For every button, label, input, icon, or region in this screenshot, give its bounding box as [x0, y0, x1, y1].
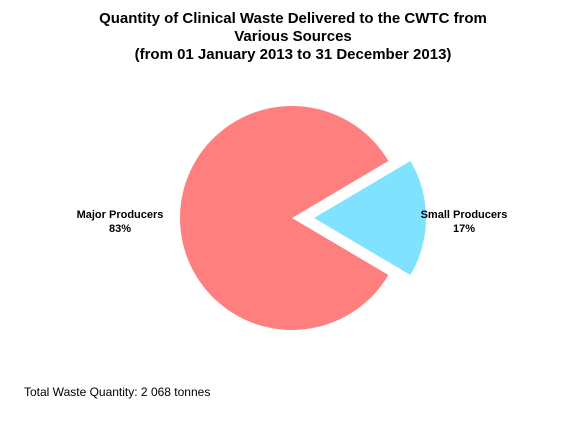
slice-percent-small-producers: 17% — [453, 223, 475, 235]
chart-title: Quantity of Clinical Waste Delivered to … — [0, 10, 586, 64]
chart-title-line-3: (from 01 January 2013 to 31 December 201… — [134, 46, 452, 63]
pie-slice-major-producers — [180, 106, 389, 331]
total-waste-quantity: Total Waste Quantity: 2 068 tonnes — [24, 385, 211, 399]
pie-labels: Small Producers 17% Major Producers 83% — [77, 209, 508, 235]
pie-slice-small-producers — [314, 160, 426, 276]
slice-label-small-producers: Small Producers — [421, 209, 508, 221]
slice-label-major-producers: Major Producers — [77, 209, 164, 221]
chart-title-line-1: Quantity of Clinical Waste Delivered to … — [99, 10, 487, 27]
slice-percent-major-producers: 83% — [109, 223, 131, 235]
chart-title-line-2: Various Sources — [234, 28, 352, 45]
pie-slices — [180, 106, 426, 331]
